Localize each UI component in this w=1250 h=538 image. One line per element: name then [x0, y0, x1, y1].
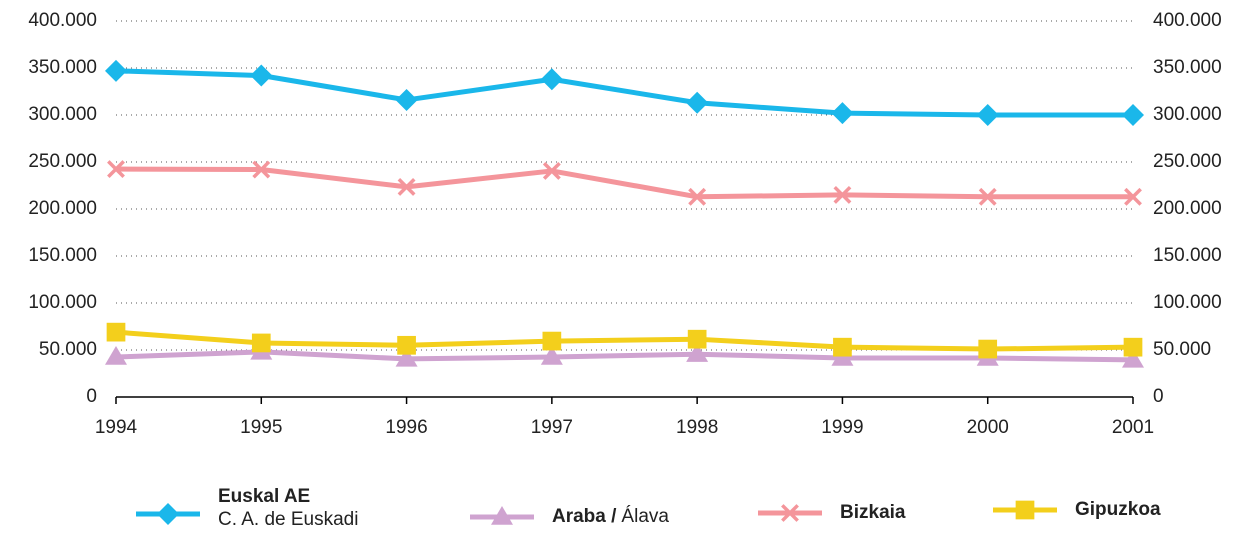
y2-tick-label: 300.000 [1153, 104, 1222, 125]
legend-name: Bizkaia [840, 502, 906, 523]
marker [687, 329, 707, 349]
marker [542, 161, 561, 180]
marker [542, 331, 562, 351]
marker [105, 59, 127, 82]
marker [105, 346, 127, 365]
y2-tick-label: 400.000 [1153, 10, 1222, 31]
legend-sublabel: Álava [621, 506, 669, 527]
y-tick-label: 300.000 [28, 104, 97, 125]
marker [831, 102, 854, 125]
x-tick-label: 1997 [531, 417, 573, 438]
marker [106, 322, 126, 342]
marker [781, 504, 799, 522]
x-tick-label: 1998 [676, 417, 718, 438]
y2-tick-label: 150.000 [1153, 245, 1222, 266]
marker [540, 346, 563, 365]
y-tick-label: 50.000 [39, 339, 97, 360]
marker [395, 347, 418, 367]
legend-label: Bizkaia [840, 502, 906, 523]
marker [1122, 348, 1144, 368]
marker [491, 506, 513, 525]
x-tick-label: 2000 [967, 417, 1009, 438]
marker [250, 64, 273, 87]
marker [395, 88, 418, 111]
legend-name: Araba / [552, 506, 617, 527]
x-tick-label: 2001 [1112, 417, 1154, 438]
series-line [115, 329, 1134, 352]
y2-tick-label: 0 [1153, 386, 1164, 407]
marker [978, 187, 997, 206]
y-tick-label: 200.000 [28, 198, 97, 219]
marker [540, 68, 563, 91]
series-line [115, 166, 1133, 200]
x-tick-label: 1996 [385, 417, 427, 438]
y-tick-label: 350.000 [28, 57, 97, 78]
y-tick-label: 150.000 [28, 245, 97, 266]
y-tick-label: 250.000 [28, 151, 97, 172]
marker [688, 187, 707, 206]
y2-tick-label: 350.000 [1153, 57, 1222, 78]
legend-label: Gipuzkoa [1075, 499, 1161, 520]
marker [833, 185, 852, 204]
marker [1122, 104, 1144, 126]
y-tick-label: 100.000 [28, 292, 97, 313]
y2-tick-label: 100.000 [1153, 292, 1222, 313]
y-tick-label: 0 [86, 386, 97, 407]
marker [686, 343, 709, 362]
marker [1015, 500, 1035, 520]
marker [1123, 337, 1143, 357]
marker [397, 335, 416, 355]
y2-tick-label: 250.000 [1153, 151, 1222, 172]
marker [833, 337, 852, 357]
x-tick-label: 1994 [95, 417, 138, 438]
y2-tick-label: 50.000 [1153, 339, 1211, 360]
marker [686, 91, 709, 114]
legend-name: Gipuzkoa [1075, 499, 1161, 520]
marker [251, 333, 271, 353]
marker [978, 339, 998, 359]
marker [397, 177, 416, 196]
x-tick-label: 1995 [240, 417, 282, 438]
y-tick-label: 400.000 [28, 10, 97, 31]
series-line [115, 68, 1133, 118]
legend-sublabel: C. A. de Euskadi [218, 509, 358, 530]
series-line [115, 349, 1134, 363]
marker [107, 160, 125, 178]
marker [976, 104, 999, 126]
marker [252, 160, 271, 179]
y2-tick-label: 200.000 [1153, 198, 1222, 219]
marker [1124, 187, 1142, 206]
x-tick-label: 1999 [821, 417, 863, 438]
legend-label: Euskal AE [218, 486, 310, 507]
legend-label: Araba / Álava [552, 506, 669, 527]
marker [157, 503, 179, 525]
